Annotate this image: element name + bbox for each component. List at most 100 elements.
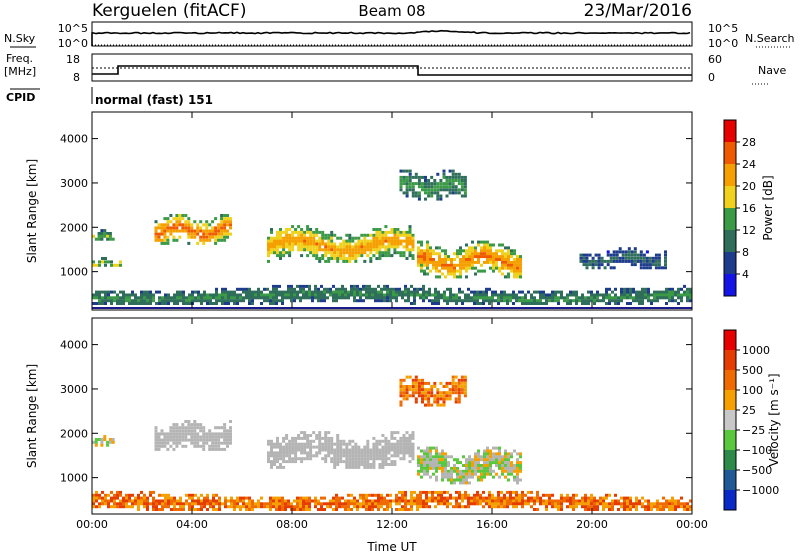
power-cell — [197, 299, 200, 303]
velocity-cell — [224, 499, 227, 503]
power-cell — [288, 248, 292, 252]
velocity-cell — [423, 449, 426, 453]
velocity-cell — [427, 388, 431, 392]
velocity-cell — [641, 505, 644, 509]
power-cell — [405, 233, 409, 237]
velocity-cell — [427, 381, 431, 385]
power-cell — [444, 275, 447, 279]
velocity-cell — [320, 505, 323, 509]
velocity-cell — [347, 499, 350, 503]
velocity-cell — [354, 454, 358, 458]
velocity-cell — [176, 499, 179, 503]
power-cell — [597, 256, 601, 260]
power-cell — [457, 179, 461, 182]
power-cell — [178, 220, 182, 224]
power-cell — [187, 220, 191, 224]
power-cell — [217, 229, 221, 233]
velocity-cell — [416, 502, 419, 506]
velocity-cell — [455, 505, 458, 509]
velocity-cell — [196, 426, 200, 430]
velocity-cell — [405, 385, 409, 388]
velocity-cell — [518, 499, 521, 503]
power-cell — [399, 254, 403, 258]
power-cell — [521, 302, 524, 305]
velocity-cell — [491, 496, 494, 500]
velocity-cell — [436, 397, 440, 401]
power-cell — [119, 299, 122, 303]
power-cell — [167, 302, 170, 305]
velocity-cell — [644, 505, 647, 509]
velocity-cell — [284, 499, 287, 503]
power-cell — [554, 290, 557, 294]
power-cell — [359, 293, 362, 297]
power-cell — [351, 257, 355, 260]
velocity-cell — [107, 502, 110, 506]
power-cell — [471, 263, 474, 267]
power-cell — [263, 287, 266, 291]
power-cell — [393, 245, 397, 249]
power-cell — [387, 236, 391, 240]
velocity-cell — [575, 499, 578, 503]
velocity-cell — [462, 469, 465, 473]
velocity-cell — [199, 444, 203, 448]
velocity-cell — [569, 502, 572, 506]
velocity-cell — [369, 463, 373, 466]
power-cell — [680, 287, 683, 291]
velocity-cell — [411, 457, 415, 461]
velocity-cell — [572, 499, 575, 503]
velocity-cell — [407, 508, 410, 511]
power-cell — [448, 191, 452, 195]
velocity-cell — [185, 499, 188, 503]
power-cell — [108, 234, 112, 238]
power-cell — [384, 254, 388, 258]
power-cell — [276, 245, 279, 249]
velocity-cell — [176, 502, 179, 506]
velocity-cell — [590, 496, 593, 500]
power-cell — [405, 236, 409, 240]
power-cell — [507, 260, 510, 264]
power-echo-band — [154, 214, 232, 245]
power-cell — [281, 296, 284, 300]
velocity-cell — [501, 464, 504, 467]
power-cell — [504, 255, 507, 259]
power-cell — [434, 302, 437, 305]
power-cell — [299, 296, 302, 300]
power-colorbar-swatch — [724, 252, 736, 275]
power-ytick-label: 2000 — [60, 221, 88, 234]
power-cell — [257, 296, 260, 300]
power-cell — [638, 299, 641, 303]
power-cell — [460, 179, 464, 182]
velocity-cell — [330, 451, 334, 455]
power-cell — [420, 255, 423, 259]
power-cell — [309, 242, 313, 246]
power-cell — [206, 293, 209, 297]
power-cell — [459, 249, 462, 253]
velocity-cell — [137, 499, 140, 503]
power-cell — [314, 290, 317, 294]
velocity-cell — [596, 505, 599, 509]
power-cell — [439, 188, 443, 192]
velocity-cell — [217, 447, 221, 451]
velocity-cell — [489, 464, 492, 467]
power-cell — [315, 257, 319, 260]
velocity-cell — [341, 496, 344, 500]
velocity-cell — [457, 400, 461, 404]
power-cell — [175, 226, 179, 230]
power-cell — [217, 235, 221, 239]
velocity-cell — [116, 493, 119, 497]
velocity-cell — [345, 460, 349, 464]
velocity-cell — [363, 463, 367, 466]
velocity-cell — [196, 438, 200, 442]
power-cell — [327, 248, 331, 252]
power-cell — [501, 272, 504, 276]
power-cell — [638, 296, 641, 300]
power-cell — [270, 245, 273, 249]
velocity-cell — [269, 508, 272, 511]
velocity-cell — [395, 496, 398, 500]
power-cell — [122, 290, 125, 294]
power-cell — [420, 249, 423, 253]
power-cell — [308, 293, 311, 297]
power-cell — [453, 258, 456, 261]
power-cell — [422, 293, 425, 297]
velocity-cell — [402, 388, 406, 392]
